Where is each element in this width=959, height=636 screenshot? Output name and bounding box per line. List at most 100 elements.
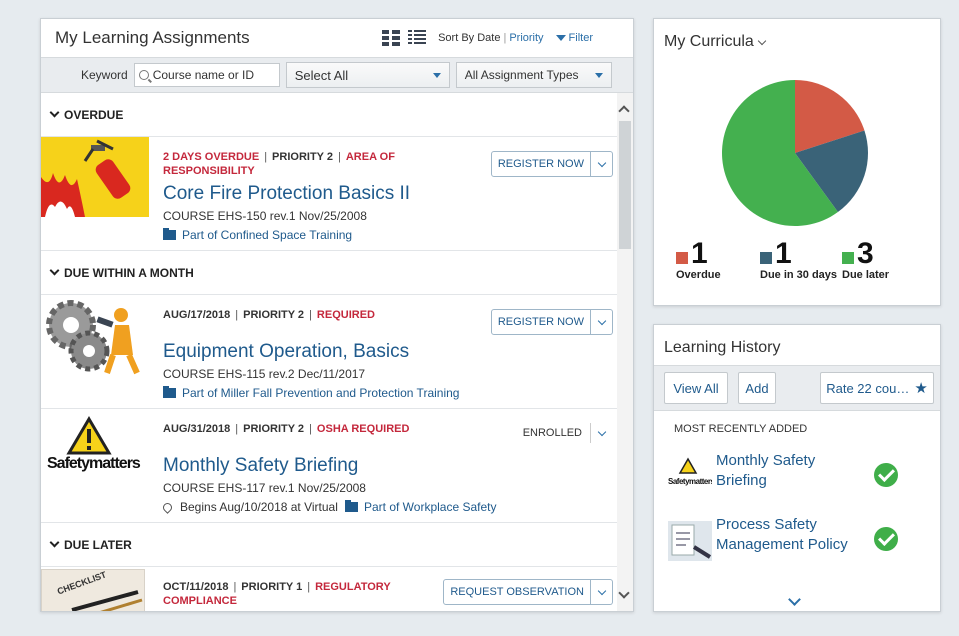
course-title-link[interactable]: Monthly Safety Briefing [163, 455, 359, 476]
priority: PRIORITY 1 [241, 581, 303, 593]
section-label: DUE WITHIN A MONTH [64, 265, 194, 280]
history-item: Process Safety Management Policy [668, 515, 928, 565]
view-all-button[interactable]: View All [664, 372, 728, 404]
item-meta: AUG/17/2018 | PRIORITY 2 | REQUIRED [163, 309, 375, 321]
curriculum-link-label: Part of Miller Fall Prevention and Prote… [182, 386, 460, 400]
pie-slice-due-in-30-days[interactable] [795, 130, 868, 213]
requirement-tag: REGULATORY [315, 581, 391, 593]
chevron-down-icon [49, 537, 60, 548]
list-item: CHECKLIST OCT/11/2018 | PRIORITY 1 | REGULAT… [41, 567, 619, 611]
assignment-types-value: All Assignment Types [464, 68, 579, 82]
overdue-status: 2 DAYS OVERDUE [163, 151, 260, 163]
register-now-button[interactable]: REGISTER NOW [490, 151, 591, 177]
scroll-down-icon[interactable] [618, 587, 630, 599]
list-view-icon[interactable] [408, 30, 427, 46]
legend-swatch [760, 252, 772, 264]
legend-label: Due in 30 days [760, 269, 838, 281]
show-more-chevron-icon[interactable] [788, 593, 801, 606]
chevron-down-icon [49, 265, 60, 276]
course-title-link[interactable]: Core Fire Protection Basics II [163, 183, 411, 204]
filter-button[interactable]: Filter [555, 32, 593, 44]
add-button[interactable]: Add [738, 372, 776, 404]
curricula-panel: My Curricula 1 Overdue 1 Due in 30 days … [653, 18, 941, 306]
select-all-dropdown[interactable]: Select All [285, 62, 450, 88]
completed-check-icon [874, 463, 898, 487]
rate-courses-button[interactable]: Rate 22 cou… ★ [820, 372, 934, 404]
legend-due-later[interactable]: 3 Due later [842, 237, 890, 281]
rate-courses-label: Rate 22 cou… [826, 380, 910, 396]
section-due-later[interactable]: DUE LATER [41, 523, 619, 567]
course-code: COURSE EHS-117 rev.1 Nov/25/2008 [163, 481, 366, 495]
pie-slice-due-later[interactable] [722, 80, 838, 227]
curricula-title-dropdown[interactable]: My Curricula [654, 19, 940, 51]
request-observation-button[interactable]: REQUEST OBSERVATION [443, 579, 591, 605]
section-due-within-month[interactable]: DUE WITHIN A MONTH [41, 251, 619, 295]
legend-count: 3 [857, 237, 874, 270]
enrolled-status: ENROLLED [523, 423, 613, 443]
learning-history-title: Learning History [664, 339, 781, 356]
curricula-pie-chart [722, 80, 868, 227]
list-item: 2 DAYS OVERDUE | PRIORITY 2 | AREA OF RESPON… [41, 137, 619, 251]
assignment-types-dropdown[interactable]: All Assignment Types [455, 62, 612, 88]
item-meta-line2: RESPONSIBILITY [163, 165, 255, 177]
keyword-placeholder: Course name or ID [152, 68, 255, 82]
curriculum-link[interactable]: Part of Confined Space Training [163, 228, 352, 242]
scroll-up-icon[interactable] [618, 105, 630, 117]
sort-by-date[interactable]: Sort By Date [438, 32, 501, 44]
curricula-title: My Curricula [664, 33, 754, 50]
requirement-tag-line2: RESPONSIBILITY [163, 165, 255, 177]
safety-matters-thumbnail: Safetymatters [668, 457, 712, 497]
history-toolbar: View All Add Rate 22 cou… ★ [654, 365, 940, 411]
folder-icon [163, 228, 176, 240]
course-code: COURSE EHS-115 rev.2 Dec/11/2017 [163, 367, 366, 381]
chevron-down-icon [597, 158, 606, 167]
curriculum-link[interactable]: Part of Miller Fall Prevention and Prote… [163, 386, 459, 400]
requirement-tag: AREA OF [345, 151, 395, 163]
learning-history-panel: Learning History View All Add Rate 22 co… [653, 324, 941, 612]
learning-assignments-panel: My Learning Assignments Sort By Date | Pri… [40, 18, 634, 612]
action-menu-button[interactable] [591, 309, 613, 335]
most-recently-added-heading: MOST RECENTLY ADDED [674, 423, 808, 435]
assignments-list: OVERDUE 2 DAYS OVERDUE | PRIORITY 2 | AREA O… [41, 93, 619, 611]
enrolled-label: ENROLLED [522, 427, 582, 439]
scrollbar-thumb[interactable] [619, 121, 631, 249]
session-location-label: Begins Aug/10/2018 at Virtual [180, 500, 338, 514]
location-pin-icon [161, 500, 174, 514]
legend-due-30-days[interactable]: 1 Due in 30 days [760, 237, 838, 281]
section-label: DUE LATER [64, 537, 132, 552]
policy-document-thumbnail [668, 521, 712, 561]
legend-count: 1 [775, 237, 792, 270]
history-item-title-link[interactable]: Process Safety Management Policy [716, 516, 848, 553]
assignments-toolbar: Keyword Course name or ID Select All All… [41, 57, 633, 93]
keyword-search-input[interactable]: Course name or ID [133, 63, 280, 87]
legend-label: Overdue [676, 269, 721, 281]
assignments-scrollbar[interactable] [617, 93, 633, 611]
action-menu-button[interactable] [591, 579, 613, 605]
chevron-down-icon [757, 36, 767, 46]
register-now-button[interactable]: REGISTER NOW [490, 309, 591, 335]
pie-slice-overdue[interactable] [795, 80, 865, 153]
register-now-action: REGISTER NOW [490, 309, 613, 335]
folder-icon [345, 500, 358, 512]
priority: PRIORITY 2 [272, 151, 333, 163]
search-icon [138, 70, 149, 80]
filter-label: Filter [568, 32, 593, 44]
course-title-link[interactable]: Equipment Operation, Basics [163, 341, 410, 362]
curriculum-link[interactable]: Part of Workplace Safety [345, 500, 497, 514]
section-overdue[interactable]: OVERDUE [41, 93, 619, 137]
curriculum-link-label: Part of Confined Space Training [182, 228, 353, 242]
action-menu-button[interactable] [591, 151, 613, 177]
course-code: COURSE EHS-150 rev.1 Nov/25/2008 [163, 209, 367, 223]
sort-by-priority-link[interactable]: Priority [509, 32, 544, 44]
assignments-header: My Learning Assignments Sort By Date | Pri… [41, 19, 633, 57]
session-location: Begins Aug/10/2018 at Virtual [161, 500, 338, 514]
legend-label: Due later [842, 269, 890, 281]
section-label: OVERDUE [64, 107, 124, 122]
legend-overdue[interactable]: 1 Overdue [676, 239, 721, 281]
item-meta: AUG/31/2018 | PRIORITY 2 | OSHA REQUIRED [163, 423, 410, 435]
tile-view-icon[interactable] [382, 30, 401, 46]
curricula-legend: 1 Overdue 1 Due in 30 days 3 Due later [654, 237, 942, 291]
safety-matters-text: Safetymatters [668, 477, 712, 486]
chevron-down-icon[interactable] [597, 427, 607, 436]
history-item-title-link[interactable]: Monthly Safety Briefing [716, 452, 816, 489]
